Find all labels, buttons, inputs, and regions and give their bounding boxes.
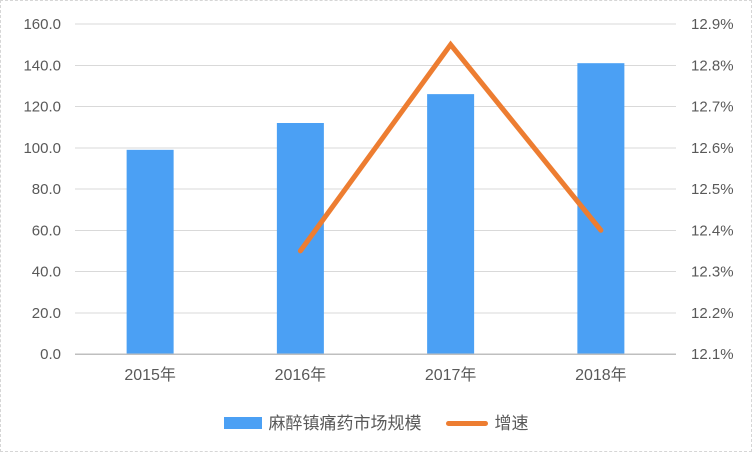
bar-2016 bbox=[276, 123, 324, 354]
x-axis-label: 2017年 bbox=[425, 366, 477, 384]
x-axis-label: 2016年 bbox=[275, 366, 327, 384]
legend-item-growth: 增速 bbox=[445, 413, 529, 433]
legend-item-market-size: 麻醉镇痛药市场规模 bbox=[223, 413, 422, 433]
left-axis-tick: 100.0 bbox=[23, 140, 61, 157]
right-axis-tick: 12.6% bbox=[691, 140, 734, 157]
x-axis-label: 2015年 bbox=[124, 366, 176, 384]
right-axis-tick: 12.8% bbox=[691, 57, 734, 74]
left-axis-tick: 80.0 bbox=[32, 181, 61, 198]
right-axis-tick: 12.7% bbox=[691, 99, 734, 116]
left-axis-tick: 0.0 bbox=[40, 346, 61, 363]
legend: 麻醉镇痛药市场规模 增速 bbox=[1, 407, 751, 439]
bar-2015 bbox=[126, 149, 174, 354]
left-axis-tick: 60.0 bbox=[32, 222, 61, 239]
growth-rate-line bbox=[297, 40, 604, 254]
x-axis-label: 2018年 bbox=[575, 366, 627, 384]
right-axis-tick: 12.1% bbox=[691, 346, 734, 363]
right-axis-tick: 12.4% bbox=[691, 222, 734, 239]
legend-line-swatch-icon bbox=[445, 420, 488, 426]
right-axis-tick: 12.5% bbox=[691, 181, 734, 198]
legend-label-growth: 增速 bbox=[494, 413, 529, 433]
right-axis-tick: 12.3% bbox=[691, 264, 734, 281]
left-axis-tick: 120.0 bbox=[23, 99, 61, 116]
bar-2017 bbox=[427, 94, 475, 354]
legend-label-market-size: 麻醉镇痛药市场规模 bbox=[268, 413, 422, 433]
left-axis-tick: 40.0 bbox=[32, 264, 61, 281]
right-axis-tick: 12.2% bbox=[691, 305, 734, 322]
left-axis-tick: 20.0 bbox=[32, 305, 61, 322]
right-axis-tick: 12.9% bbox=[691, 16, 734, 33]
left-axis-tick: 160.0 bbox=[23, 16, 61, 33]
left-axis-tick: 140.0 bbox=[23, 57, 61, 74]
legend-bar-swatch-icon bbox=[223, 417, 262, 429]
